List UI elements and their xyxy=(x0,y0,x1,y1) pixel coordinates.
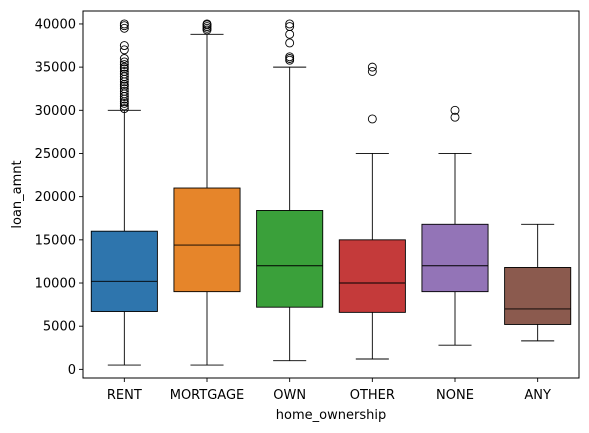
outlier-point xyxy=(119,19,129,29)
outlier-point xyxy=(285,38,295,48)
outlier-point xyxy=(119,41,129,50)
box-own xyxy=(256,210,324,308)
box-group-none xyxy=(421,105,489,346)
box-other xyxy=(338,239,406,313)
outlier-point xyxy=(119,62,129,72)
outlier-point xyxy=(367,114,377,124)
plot-frame xyxy=(82,10,580,379)
outlier-point xyxy=(285,52,295,62)
outlier-point xyxy=(119,57,129,67)
outlier-point xyxy=(202,19,212,29)
y-tick-label: 35000 xyxy=(35,61,76,76)
y-tick-label: 5000 xyxy=(43,320,76,335)
box-rent xyxy=(90,230,158,312)
outlier-point xyxy=(119,69,129,79)
outlier-point xyxy=(119,54,129,63)
outlier-point xyxy=(285,54,295,63)
x-tick-label-own: OWN xyxy=(273,388,306,403)
outlier-point xyxy=(119,60,129,69)
x-tick-label-none: NONE xyxy=(436,388,474,403)
outlier-point xyxy=(119,23,129,33)
box-any xyxy=(504,267,572,325)
box-none xyxy=(421,223,489,293)
y-axis-label: loan_amnt xyxy=(10,160,25,228)
outlier-point xyxy=(367,62,377,72)
outlier-point xyxy=(119,84,129,94)
plot-area xyxy=(90,19,572,366)
box-group-mortgage xyxy=(173,19,241,366)
axes: 0 5000 10000 15000 20000 25000 30000 35000 40000… xyxy=(35,10,580,403)
y-tick-label: 10000 xyxy=(35,277,76,292)
x-tick-label-other: OTHER xyxy=(350,388,395,403)
x-tick-label-rent: RENT xyxy=(107,388,142,403)
x-tick-label-mortgage: MORTGAGE xyxy=(170,388,245,403)
box-group-own xyxy=(256,19,324,362)
outlier-point xyxy=(119,104,129,114)
outlier-point xyxy=(450,112,460,122)
x-axis-label: home_ownership xyxy=(276,408,386,423)
outlier-point xyxy=(119,101,129,111)
outlier-point xyxy=(119,86,129,96)
y-tick-label: 20000 xyxy=(35,190,76,205)
y-tick-label: 0 xyxy=(68,363,76,378)
y-tick-label: 25000 xyxy=(35,147,76,162)
y-tick-label: 40000 xyxy=(35,17,76,32)
outlier-point xyxy=(119,66,129,76)
box-group-rent xyxy=(90,19,158,366)
outlier-point xyxy=(119,45,129,55)
box-group-other xyxy=(338,62,406,360)
outlier-point xyxy=(450,105,460,115)
box-group-any xyxy=(504,223,572,342)
x-tick-label-any: ANY xyxy=(524,388,551,403)
box-mortgage xyxy=(173,187,241,293)
outlier-point xyxy=(367,66,377,76)
y-tick-label: 15000 xyxy=(35,233,76,248)
outlier-point xyxy=(285,22,295,31)
outlier-point xyxy=(285,29,295,39)
outlier-point xyxy=(285,19,295,29)
y-tick-label: 30000 xyxy=(35,104,76,119)
